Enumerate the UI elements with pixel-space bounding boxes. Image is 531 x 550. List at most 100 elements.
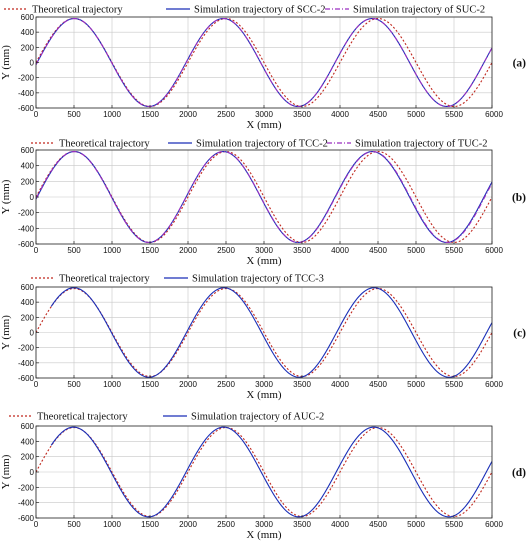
x-tick-label: 6000 [485, 380, 503, 389]
x-tick-label: 0 [34, 520, 39, 529]
x-tick-label: 5000 [407, 110, 425, 119]
chart-panel-3: 0 500 1000 1500 2000 2500 3000 3500 4000 4500 5000… [0, 274, 526, 402]
x-tick-label: 3000 [255, 110, 273, 119]
x-tick-label: 2500 [217, 380, 235, 389]
chart-panel-1: 0 500 1000 1500 2000 2500 3000 3500 4000 4500 5000… [0, 5, 526, 132]
x-tick-label: 4000 [331, 110, 349, 119]
x-tick-label: 5500 [445, 246, 463, 255]
x-tick-label: 0 [34, 246, 39, 255]
legend: Theoretical trajectory Simulation traject… [31, 139, 488, 150]
x-tick-label: 4500 [369, 380, 387, 389]
x-tick-label: 1000 [103, 380, 121, 389]
legend-entry: Theoretical trajectory [59, 139, 150, 150]
x-tick-label: 1000 [103, 110, 121, 119]
x-tick-label: 4500 [369, 246, 387, 255]
x-tick-label: 6000 [485, 110, 503, 119]
x-tick-label: 1000 [103, 246, 121, 255]
y-tick-label: 200 [21, 453, 35, 462]
x-axis-label: X (mm) [246, 255, 281, 267]
x-axis-label: X (mm) [246, 389, 281, 401]
x-tick-label: 3000 [255, 380, 273, 389]
x-tick-label: 3500 [293, 520, 311, 529]
legend: Theoretical trajectory Simulation traject… [4, 5, 485, 16]
x-tick-label: 4500 [369, 110, 387, 119]
x-tick-label: 500 [67, 110, 81, 119]
x-tick-label: 1500 [141, 246, 159, 255]
x-tick-label: 0 [34, 110, 39, 119]
y-axis-label: Y (mm) [0, 179, 12, 214]
series-group [36, 151, 492, 243]
x-tick-label: 2500 [217, 110, 235, 119]
panel-label: (d) [512, 467, 526, 479]
y-tick-label: -600 [18, 374, 35, 383]
y-tick-label: -600 [18, 514, 35, 523]
y-tick-label: 0 [30, 329, 35, 338]
y-tick-label: 200 [21, 43, 35, 52]
x-axis-label: X (mm) [246, 529, 281, 541]
series-group [36, 287, 492, 378]
legend-entry: Theoretical trajectory [32, 5, 123, 16]
legend-entry: Simulation trajectory of TCC-2 [196, 139, 328, 150]
y-tick-label: 200 [21, 177, 35, 186]
x-tick-label: 4000 [331, 380, 349, 389]
y-tick-label: 600 [21, 422, 35, 431]
series-line-3 [36, 151, 492, 243]
x-tick-label: 500 [67, 520, 81, 529]
y-tick-label: 0 [30, 468, 35, 477]
legend-entry: Simulation trajectory of SUC-2 [353, 5, 485, 16]
x-tick-label: 5000 [407, 246, 425, 255]
y-tick-label: -400 [18, 89, 35, 98]
panel-label: (b) [512, 192, 526, 204]
legend-entry: Simulation trajectory of SCC-2 [194, 5, 326, 16]
legend-entry: Simulation trajectory of TUC-2 [355, 139, 488, 150]
y-tick-label: 600 [21, 283, 35, 292]
y-tick-label: -200 [18, 209, 35, 218]
series-line-1 [36, 426, 492, 518]
series-line-1 [36, 151, 492, 243]
y-axis-label: Y (mm) [0, 45, 12, 80]
x-axis-label: X (mm) [246, 119, 281, 131]
x-tick-label: 2000 [179, 380, 197, 389]
y-tick-label: 600 [21, 13, 35, 22]
chart-panel-2: 0 500 1000 1500 2000 2500 3000 3500 4000 4500 5000… [0, 139, 526, 268]
x-tick-label: 4500 [369, 520, 387, 529]
x-tick-label: 1500 [141, 110, 159, 119]
x-tick-label: 1000 [103, 520, 121, 529]
y-tick-label: 0 [30, 59, 35, 68]
x-tick-label: 1500 [141, 380, 159, 389]
series-line-3 [36, 17, 492, 108]
x-tick-label: 2000 [179, 520, 197, 529]
y-tick-label: 400 [21, 298, 35, 307]
y-tick-label: -600 [18, 240, 35, 249]
y-tick-label: -200 [18, 74, 35, 83]
y-tick-label: 600 [21, 146, 35, 155]
x-tick-label: 3500 [293, 110, 311, 119]
legend-entry: Simulation trajectory of AUC-2 [191, 412, 324, 423]
x-tick-label: 1500 [141, 520, 159, 529]
legend-entry: Simulation trajectory of TCC-3 [192, 274, 324, 285]
chart-panel-4: 0 500 1000 1500 2000 2500 3000 3500 4000 4500 5000… [0, 412, 526, 542]
series-line-2 [50, 426, 492, 518]
x-tick-label: 2000 [179, 110, 197, 119]
x-tick-label: 6000 [485, 520, 503, 529]
panel-label: (a) [513, 58, 527, 70]
x-tick-label: 4000 [331, 520, 349, 529]
x-tick-label: 4000 [331, 246, 349, 255]
y-axis-label: Y (mm) [0, 315, 12, 350]
y-tick-label: -400 [18, 499, 35, 508]
legend-entry: Theoretical trajectory [59, 274, 150, 285]
panel-label: (c) [513, 328, 526, 340]
x-tick-label: 6000 [485, 246, 503, 255]
y-tick-label: -400 [18, 224, 35, 233]
y-tick-label: -600 [18, 104, 35, 113]
x-tick-label: 3000 [255, 520, 273, 529]
y-tick-label: 400 [21, 162, 35, 171]
y-tick-label: -400 [18, 359, 35, 368]
x-tick-label: 2500 [217, 520, 235, 529]
legend: Theoretical trajectory Simulation traject… [31, 274, 324, 285]
legend-entry: Theoretical trajectory [37, 412, 128, 423]
legend: Theoretical trajectory Simulation traject… [9, 412, 324, 423]
x-tick-label: 5500 [445, 110, 463, 119]
x-tick-label: 5500 [445, 380, 463, 389]
